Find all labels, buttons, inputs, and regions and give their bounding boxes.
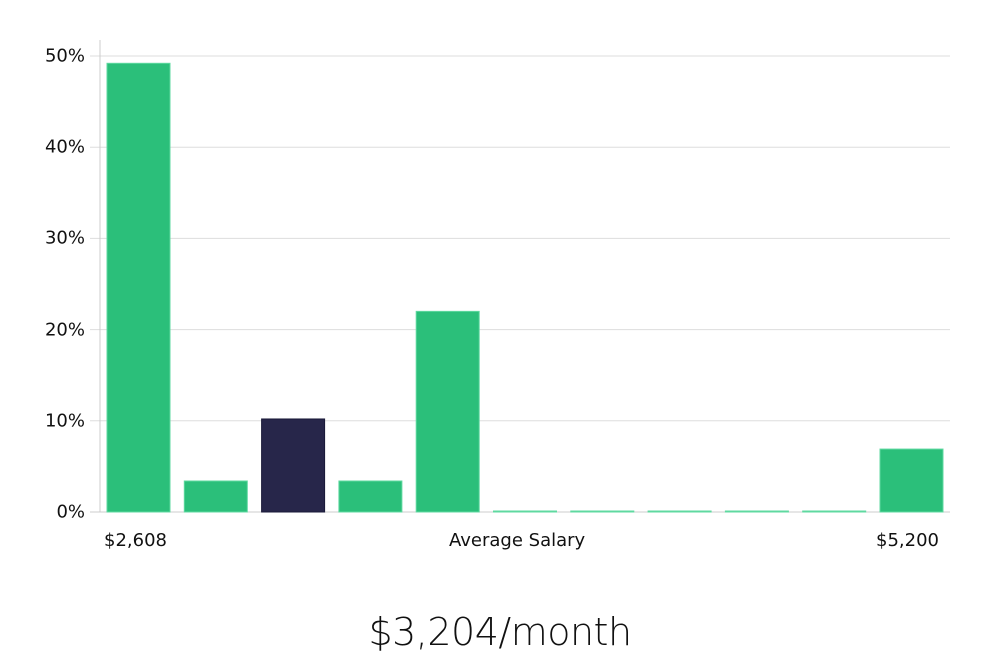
bar bbox=[879, 448, 944, 513]
bar bbox=[415, 310, 480, 513]
average-salary-value: $3,204/month bbox=[368, 610, 632, 654]
x-axis-max-label: $5,200 bbox=[876, 530, 939, 551]
y-tick-label: 0% bbox=[56, 501, 85, 523]
x-axis-min-label: $2,608 bbox=[104, 530, 167, 551]
bar bbox=[570, 510, 635, 513]
bar bbox=[493, 510, 557, 513]
bar bbox=[647, 510, 712, 513]
x-axis-title: Average Salary bbox=[449, 530, 586, 551]
y-tick-label: 30% bbox=[44, 227, 85, 249]
salary-distribution-chart: 0% 10% 20% 30% 40% 50% $2,608 Average Salary … bbox=[44, 40, 950, 551]
bar bbox=[338, 480, 403, 513]
y-tick-label: 50% bbox=[44, 45, 85, 67]
chart-plot-area bbox=[90, 40, 950, 513]
bar bbox=[724, 510, 789, 513]
bar bbox=[802, 510, 867, 513]
bar bbox=[106, 62, 171, 513]
y-tick-label: 20% bbox=[44, 319, 85, 341]
bar bbox=[183, 480, 248, 513]
bar-highlighted bbox=[261, 418, 326, 513]
y-tick-label: 40% bbox=[44, 136, 85, 158]
y-tick-label: 10% bbox=[44, 410, 85, 432]
